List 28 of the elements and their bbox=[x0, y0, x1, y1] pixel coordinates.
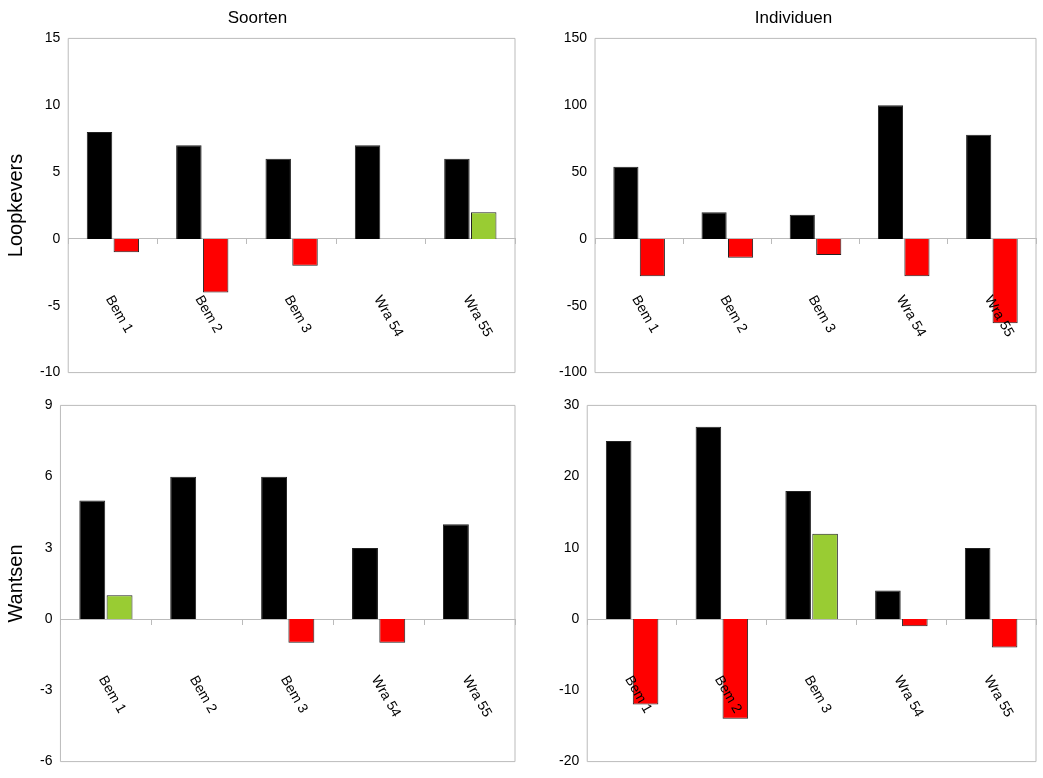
y-tick-label: -5 bbox=[47, 296, 61, 313]
y-tick-label: -10 bbox=[40, 363, 61, 380]
y-tick-label: -20 bbox=[559, 752, 580, 769]
y-axis-title: Wantsen bbox=[3, 544, 26, 623]
y-tick-label: 50 bbox=[571, 162, 588, 179]
y-tick-label: -10 bbox=[559, 681, 580, 698]
y-tick-label: 15 bbox=[44, 29, 61, 46]
y-tick-label: 3 bbox=[44, 538, 53, 555]
y-tick-label: 9 bbox=[44, 396, 53, 413]
y-tick-label: 150 bbox=[563, 29, 588, 46]
y-tick-label: 5 bbox=[52, 162, 61, 179]
y-tick-label: 10 bbox=[44, 96, 61, 113]
y-tick-label: 100 bbox=[563, 96, 588, 113]
y-tick-label: 0 bbox=[579, 229, 588, 246]
y-tick-label: 6 bbox=[44, 467, 53, 484]
y-tick-label: -6 bbox=[40, 752, 53, 769]
chart-title: Soorten bbox=[227, 7, 288, 27]
y-axis-title: Loopkevers bbox=[3, 153, 26, 258]
y-tick-label: 30 bbox=[563, 396, 580, 413]
y-tick-label: 0 bbox=[44, 609, 53, 626]
y-tick-label: 10 bbox=[563, 538, 580, 555]
y-tick-label: -50 bbox=[566, 296, 588, 313]
y-tick-label: 0 bbox=[52, 229, 61, 246]
chart-title: Individuen bbox=[754, 7, 833, 27]
y-tick-label: -100 bbox=[558, 363, 588, 380]
y-tick-label: -3 bbox=[40, 681, 53, 698]
y-tick-label: 0 bbox=[571, 609, 580, 626]
y-tick-label: 20 bbox=[563, 467, 580, 484]
